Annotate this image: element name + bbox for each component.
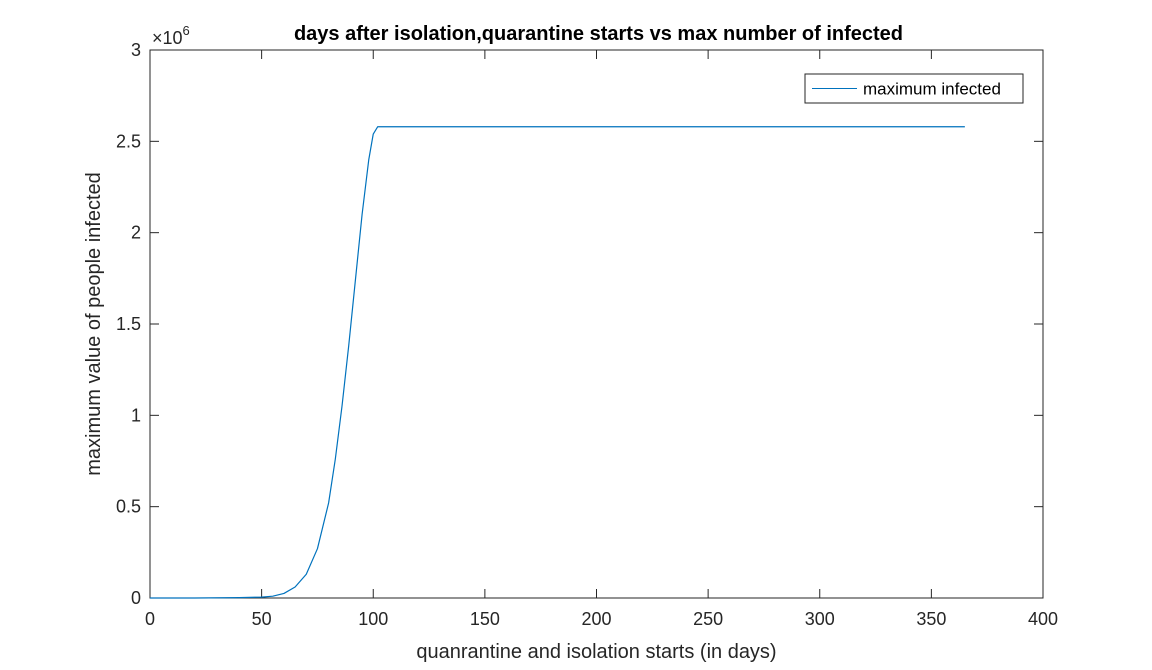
x-tick-label: 150 bbox=[470, 609, 500, 629]
y-tick-label: 0.5 bbox=[116, 497, 141, 517]
x-tick-label: 350 bbox=[916, 609, 946, 629]
x-tick-label: 400 bbox=[1028, 609, 1058, 629]
y-tick-label: 1.5 bbox=[116, 314, 141, 334]
x-tick-label: 200 bbox=[581, 609, 611, 629]
y-axis-label: maximum value of people infected bbox=[83, 172, 105, 476]
y-tick-label: 2 bbox=[131, 223, 141, 243]
x-axis-ticks: 0 50 100 150 200 250 300 350 400 bbox=[145, 50, 1058, 629]
y-tick-label: 0 bbox=[131, 588, 141, 608]
y-axis-multiplier: ×106 bbox=[152, 23, 190, 48]
y-tick-label: 2.5 bbox=[116, 131, 141, 151]
y-tick-label: 1 bbox=[131, 405, 141, 425]
x-tick-label: 50 bbox=[252, 609, 272, 629]
x-axis-label: quanrantine and isolation starts (in day… bbox=[416, 641, 776, 663]
series-line-maximum-infected bbox=[150, 126, 965, 599]
chart-title: days after isolation,quarantine starts v… bbox=[294, 23, 903, 45]
x-tick-label: 250 bbox=[693, 609, 723, 629]
y-tick-label: 3 bbox=[131, 40, 141, 60]
y-axis-ticks: 0 0.5 1 1.5 2 2.5 3 bbox=[116, 40, 1043, 608]
legend-entry-maximum-infected: maximum infected bbox=[863, 80, 1001, 99]
x-tick-label: 100 bbox=[358, 609, 388, 629]
x-tick-label: 0 bbox=[145, 609, 155, 629]
legend: maximum infected bbox=[804, 73, 1024, 104]
series-layer bbox=[150, 126, 965, 599]
plot-area bbox=[149, 49, 1044, 599]
x-tick-label: 300 bbox=[805, 609, 835, 629]
